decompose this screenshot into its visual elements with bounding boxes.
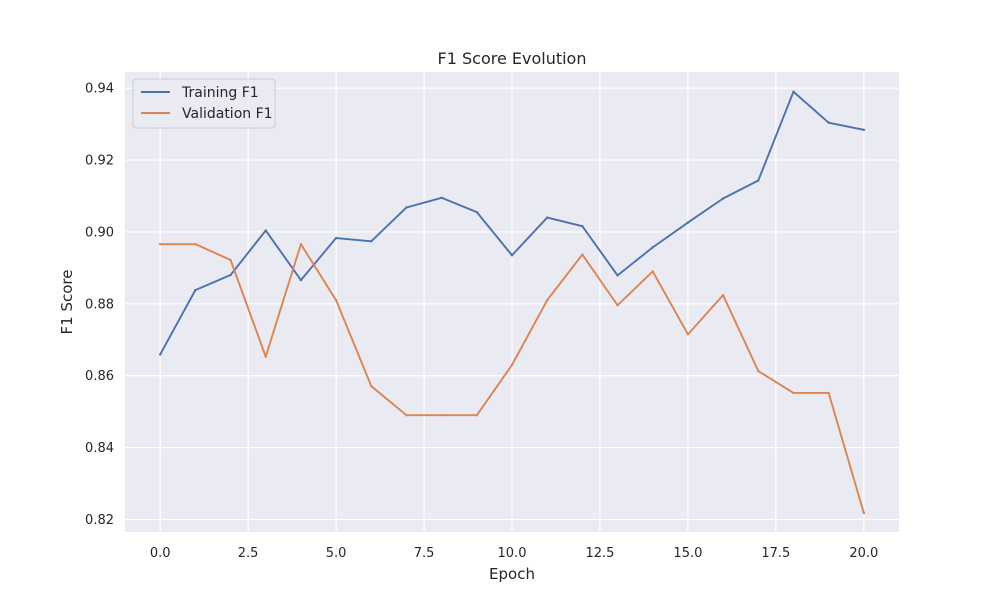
y-tick-label: 0.82: [85, 513, 114, 528]
validation-f1-point: [440, 414, 443, 417]
validation-f1-point: [721, 293, 725, 297]
validation-f1-point: [370, 384, 373, 388]
y-tick-label: 0.94: [85, 82, 114, 97]
validation-f1-point: [862, 511, 866, 515]
training-f1-point: [616, 274, 619, 277]
validation-f1-point: [510, 363, 514, 367]
validation-f1-point: [616, 304, 619, 307]
validation-f1-point: [757, 369, 760, 373]
chart-title: F1 Score Evolution: [438, 49, 587, 68]
training-f1-point: [721, 197, 725, 200]
validation-f1-point: [545, 299, 549, 302]
validation-f1-point: [405, 414, 408, 417]
y-tick-label: 0.90: [85, 225, 114, 240]
training-f1-point: [405, 206, 408, 209]
validation-f1-point: [792, 391, 795, 395]
training-f1-point: [862, 128, 866, 132]
training-f1-point: [299, 278, 303, 282]
validation-f1-point: [686, 333, 690, 336]
training-f1-point: [194, 288, 197, 292]
training-f1-point: [827, 121, 830, 124]
tick-labels: 0.0 2.5 5.0 7.5 10.0 12.5 15.0 17.5 20.0 0.82 0.84…: [85, 82, 878, 561]
x-tick-label: 20.0: [849, 546, 878, 561]
x-tick-label: 0.0: [150, 546, 171, 561]
training-f1-point: [545, 216, 549, 219]
x-tick-label: 15.0: [673, 546, 702, 561]
x-tick-label: 12.5: [585, 546, 614, 561]
series-layer: [158, 90, 866, 515]
y-tick-label: 0.86: [85, 369, 114, 384]
training-f1-point: [334, 236, 338, 240]
legend-label-training: Training F1: [181, 85, 259, 101]
training-f1-point: [757, 179, 760, 182]
training-f1-point: [370, 240, 373, 243]
training-f1-point: [158, 353, 162, 356]
training-f1-point: [686, 221, 690, 224]
validation-f1-point: [827, 391, 830, 395]
x-tick-label: 10.0: [498, 546, 527, 561]
validation-f1-point: [334, 299, 338, 302]
validation-f1-point: [475, 414, 479, 417]
validation-f1-point: [229, 258, 232, 262]
training-f1-point: [651, 246, 654, 249]
y-tick-label: 0.84: [85, 441, 114, 456]
legend: Training F1 Validation F1: [132, 78, 276, 129]
training-f1-point: [440, 196, 443, 199]
training-f1-point: [475, 210, 479, 214]
x-tick-label: 5.0: [326, 546, 347, 561]
training-f1-point: [792, 90, 795, 93]
validation-f1-point: [651, 270, 654, 273]
training-f1-point: [229, 273, 232, 277]
validation-f1-point: [264, 355, 267, 358]
y-tick-label: 0.88: [85, 297, 114, 312]
legend-label-validation: Validation F1: [182, 106, 273, 122]
training-f1-point: [510, 254, 514, 257]
x-tick-label: 7.5: [414, 546, 435, 561]
y-tick-label: 0.92: [85, 154, 114, 169]
training-f1-point: [581, 224, 584, 228]
grid: [125, 72, 899, 532]
validation-f1-point: [581, 253, 584, 256]
x-tick-label: 2.5: [238, 546, 259, 561]
validation-f1-point: [299, 242, 303, 246]
x-tick-label: 17.5: [761, 546, 790, 561]
y-axis-label: F1 Score: [58, 270, 76, 335]
validation-f1-point: [194, 242, 197, 246]
training-f1-point: [264, 229, 267, 232]
x-axis-label: Epoch: [489, 565, 535, 583]
validation-f1-point: [158, 242, 162, 246]
